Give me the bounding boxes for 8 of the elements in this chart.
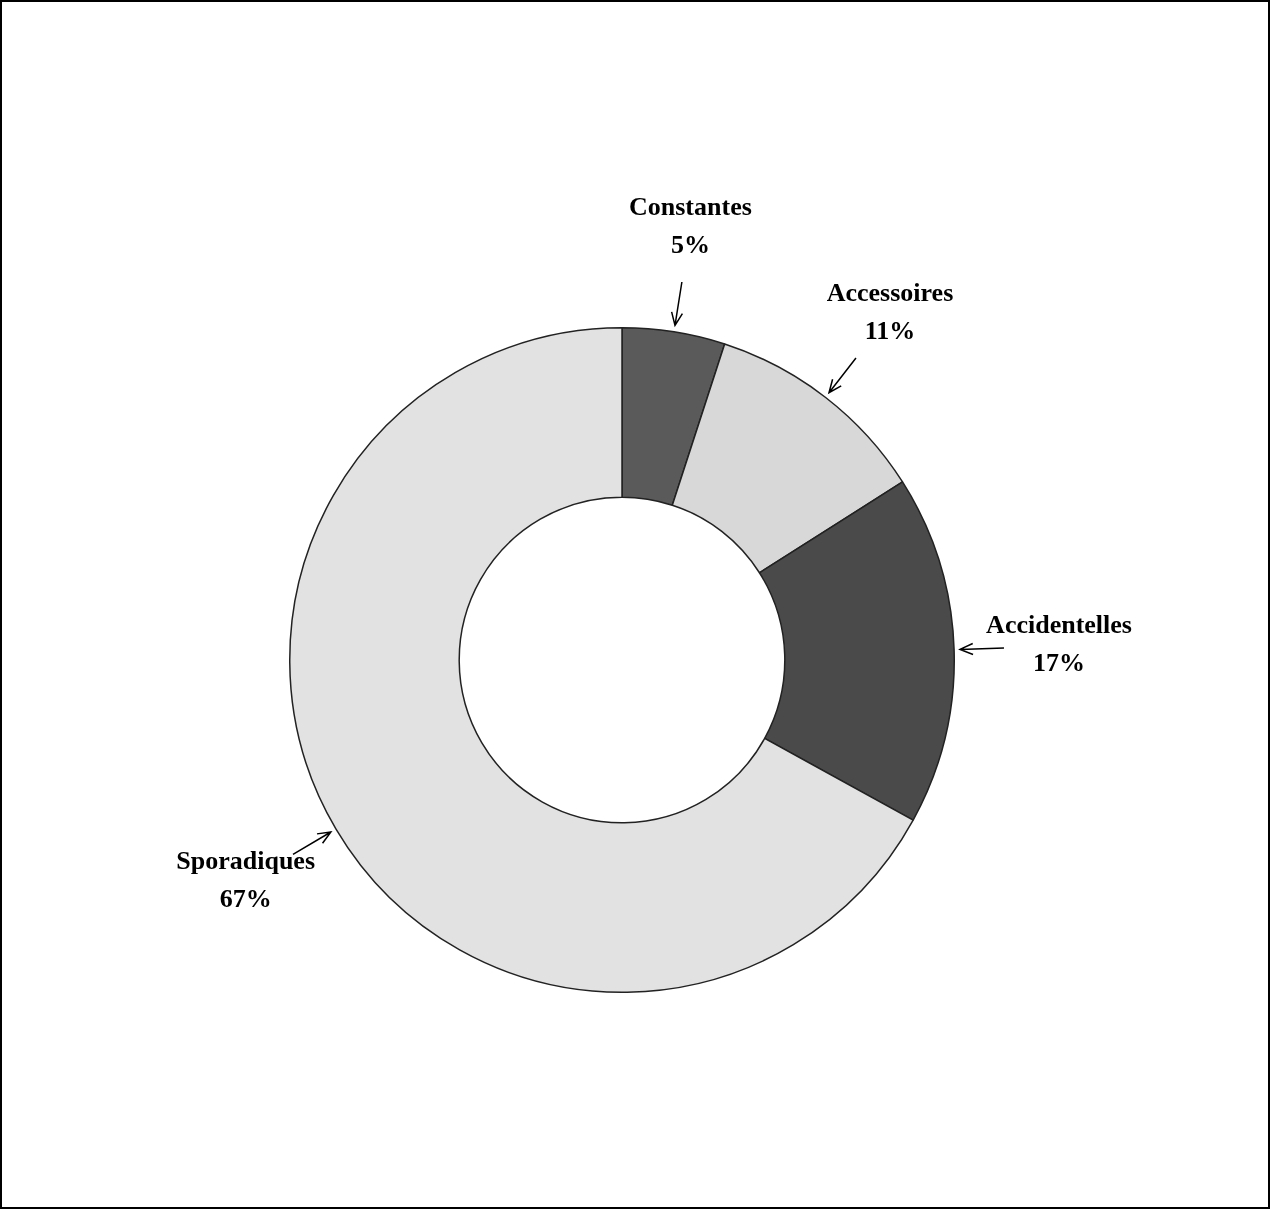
slice-label: Accidentelles <box>986 609 1132 639</box>
slice-label: Accessoires <box>826 278 954 308</box>
data-label: 11% <box>864 316 916 346</box>
slice-label: Sporadiques <box>176 846 316 876</box>
data-label: 5% <box>670 229 710 259</box>
data-label: 17% <box>1033 647 1086 677</box>
data-label: 67% <box>219 884 272 914</box>
slice-label: Constantes <box>629 191 752 221</box>
